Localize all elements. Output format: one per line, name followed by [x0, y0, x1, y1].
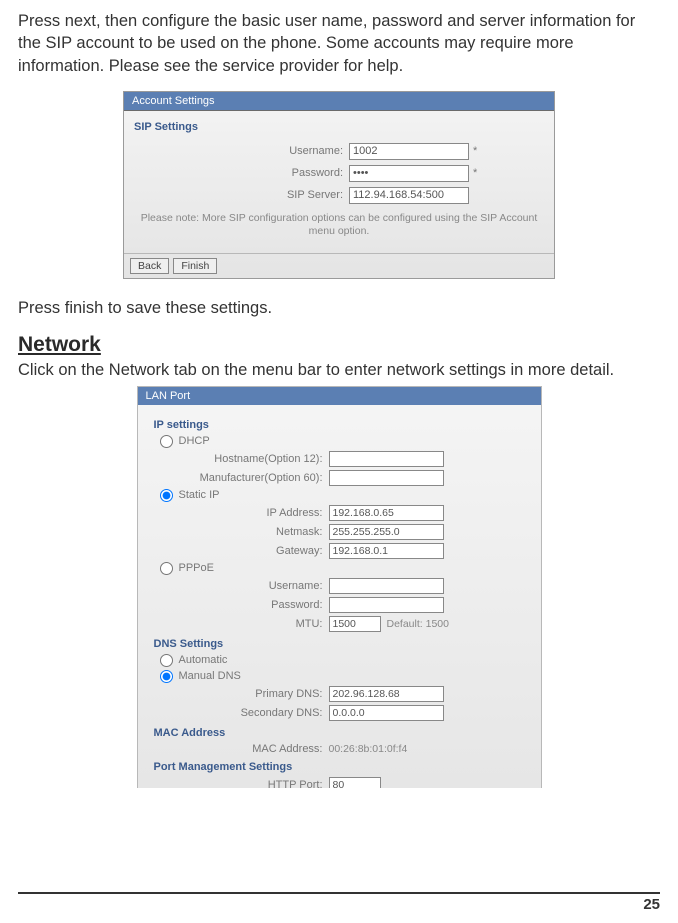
lan-port-title: LAN Port: [138, 387, 541, 405]
http-port-input[interactable]: [329, 777, 381, 788]
network-heading: Network: [18, 333, 660, 357]
dhcp-radio[interactable]: DHCP: [160, 435, 531, 448]
sip-settings-heading: SIP Settings: [134, 121, 544, 133]
mac-address-label: MAC Address:: [154, 743, 329, 755]
manufacturer-label: Manufacturer(Option 60):: [154, 472, 329, 484]
secondary-dns-input[interactable]: [329, 705, 444, 721]
secondary-dns-label: Secondary DNS:: [154, 707, 329, 719]
username-input[interactable]: [349, 143, 469, 160]
dns-settings-heading: DNS Settings: [154, 638, 531, 650]
account-settings-dialog: Account Settings SIP Settings Username: …: [123, 91, 555, 279]
http-port-label: HTTP Port:: [154, 779, 329, 788]
pppoe-username-label: Username:: [154, 580, 329, 592]
mac-address-heading: MAC Address: [154, 727, 531, 739]
dialog-note: Please note: More SIP configuration opti…: [134, 212, 544, 239]
netmask-label: Netmask:: [154, 526, 329, 538]
ip-address-label: IP Address:: [154, 507, 329, 519]
ip-address-input[interactable]: [329, 505, 444, 521]
password-input[interactable]: [349, 165, 469, 182]
static-ip-label: Static IP: [179, 489, 220, 501]
manufacturer-input[interactable]: [329, 470, 444, 486]
manual-dns-label: Manual DNS: [179, 670, 241, 682]
password-label: Password:: [199, 167, 349, 179]
hostname-input[interactable]: [329, 451, 444, 467]
pppoe-radio[interactable]: PPPoE: [160, 562, 531, 575]
gateway-label: Gateway:: [154, 545, 329, 557]
pppoe-username-input[interactable]: [329, 578, 444, 594]
automatic-dns-label: Automatic: [179, 654, 228, 666]
page-number: 25: [18, 892, 660, 913]
ip-settings-heading: IP settings: [154, 419, 531, 431]
mtu-input[interactable]: [329, 616, 381, 632]
sip-server-input[interactable]: [349, 187, 469, 204]
netmask-input[interactable]: [329, 524, 444, 540]
mac-address-value: 00:26:8b:01:0f:f4: [329, 743, 408, 755]
required-asterisk: *: [469, 145, 479, 157]
sip-server-label: SIP Server:: [199, 189, 349, 201]
username-label: Username:: [199, 145, 349, 157]
finish-paragraph: Press finish to save these settings.: [18, 297, 660, 319]
intro-paragraph: Press next, then configure the basic use…: [18, 10, 660, 77]
network-paragraph: Click on the Network tab on the menu bar…: [18, 359, 660, 381]
finish-button[interactable]: Finish: [173, 258, 217, 274]
dhcp-label: DHCP: [179, 435, 210, 447]
mtu-label: MTU:: [154, 618, 329, 630]
gateway-input[interactable]: [329, 543, 444, 559]
static-ip-radio[interactable]: Static IP: [160, 489, 531, 502]
manual-dns-radio[interactable]: Manual DNS: [160, 670, 531, 683]
pppoe-label: PPPoE: [179, 562, 214, 574]
hostname-label: Hostname(Option 12):: [154, 453, 329, 465]
pppoe-password-input[interactable]: [329, 597, 444, 613]
lan-port-dialog: LAN Port IP settings DHCP Hostname(Optio…: [137, 386, 542, 788]
primary-dns-input[interactable]: [329, 686, 444, 702]
primary-dns-label: Primary DNS:: [154, 688, 329, 700]
mtu-default: Default: 1500: [381, 618, 449, 630]
back-button[interactable]: Back: [130, 258, 169, 274]
pppoe-password-label: Password:: [154, 599, 329, 611]
required-asterisk: *: [469, 167, 479, 179]
automatic-dns-radio[interactable]: Automatic: [160, 654, 531, 667]
dialog-title: Account Settings: [124, 92, 554, 111]
port-management-heading: Port Management Settings: [154, 761, 531, 773]
